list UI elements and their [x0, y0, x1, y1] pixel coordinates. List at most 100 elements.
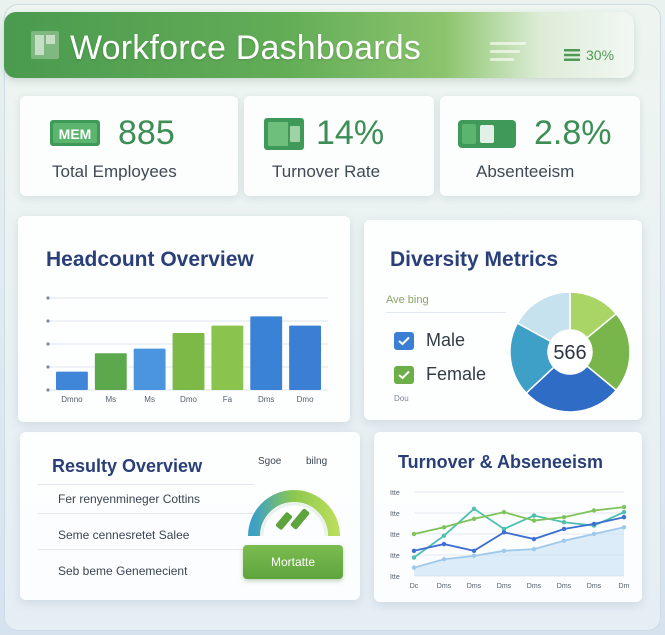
x-tick-label: Dmno [61, 395, 83, 404]
data-point [561, 526, 567, 532]
header-badge-value: 30% [586, 47, 615, 63]
turnover-card: Turnover & Abseneeism Itte Itte Itte Itte It… [374, 432, 642, 602]
x-tick-label: Dms [557, 583, 572, 590]
x-tick-label: Dms [258, 395, 274, 404]
data-point [501, 530, 507, 535]
y-tick-label: Itte [390, 553, 400, 560]
list-item[interactable]: Fer renyenmineger Cottins [38, 484, 254, 514]
legend-item-female[interactable]: Female [394, 364, 486, 385]
mem-card-icon: MEM [50, 120, 100, 146]
kpi-card-total-employees[interactable]: MEM 885 Total Employees [20, 96, 238, 196]
wallet-icon [458, 120, 516, 148]
data-point [471, 516, 477, 522]
list-item-label: Seme cennesretet Salee [58, 527, 190, 542]
data-point [561, 515, 567, 520]
y-tick-dot [46, 365, 50, 369]
data-point [531, 518, 537, 523]
kpi-value: 885 [118, 114, 175, 152]
data-point [501, 548, 507, 553]
card-title: Resulty Overview [52, 456, 203, 476]
bar [133, 348, 166, 390]
x-tick-label: Dmo [180, 395, 197, 404]
diversity-donut-chart: 566 [509, 291, 631, 413]
data-point [591, 508, 597, 513]
x-tick-label: Dm [619, 583, 630, 590]
x-tick-label: Dc [410, 583, 419, 590]
x-tick-label: Dms [497, 583, 512, 590]
x-tick-label: Dmo [297, 395, 314, 404]
list-item-label: Fer renyenmineger Cottins [58, 492, 201, 506]
menu-lines-icon[interactable] [490, 40, 526, 62]
kpi-label: Absenteeism [476, 162, 575, 181]
column-header: Sgoe [258, 456, 282, 467]
document-icon [264, 118, 304, 150]
checkbox-icon[interactable] [394, 365, 414, 384]
data-point [621, 509, 627, 515]
series-line [413, 526, 625, 569]
bar [172, 332, 205, 390]
y-tick-label: Itte [390, 532, 400, 539]
x-tick-label: Dms [587, 583, 602, 590]
data-point [501, 526, 507, 532]
y-tick-label: Itte [390, 574, 400, 581]
data-point [411, 565, 417, 570]
data-point [591, 521, 597, 527]
series-line [413, 506, 625, 535]
legend-label: Female [426, 364, 487, 384]
data-point [561, 520, 567, 525]
kpi-card-absenteeism[interactable]: 2.8% Absenteeism [440, 96, 640, 196]
app-title: Workforce Dashboards [70, 29, 422, 67]
donut-hole [548, 330, 592, 374]
bar [250, 316, 283, 390]
donut-center-label: 566 [553, 342, 586, 364]
bar [289, 325, 322, 390]
diversity-footer: Dou [394, 394, 409, 403]
card-title: Headcount Overview [46, 248, 254, 271]
y-tick-label: Itte [390, 511, 400, 518]
list-item[interactable]: Seme cennesretet Salee [38, 520, 254, 550]
bar [211, 325, 244, 390]
data-point [621, 525, 627, 530]
kpi-value: 14% [316, 114, 385, 152]
column-header: bilng [306, 456, 328, 467]
diversity-subtitle: Ave bing [386, 294, 506, 313]
header-bar: Workforce Dashboards 30% [4, 12, 634, 78]
y-tick-dot [46, 296, 50, 300]
data-point [531, 536, 537, 542]
x-tick-label: Dms [467, 583, 482, 590]
legend-item-male[interactable]: Male [394, 330, 465, 351]
x-tick-label: Ms [105, 395, 116, 404]
x-tick-label: Ms [144, 395, 155, 404]
bar [56, 371, 88, 390]
data-point [411, 531, 417, 537]
list-item-label: Seb beme Genemecient [58, 564, 188, 578]
headcount-card: Headcount Overview Dmno Ms Ms Dmo Fa Dms Dmo [18, 216, 350, 422]
checkbox-icon[interactable] [394, 331, 414, 350]
x-tick-label: Fa [223, 395, 233, 404]
data-point [621, 515, 627, 520]
data-point [411, 555, 417, 560]
data-point [471, 548, 477, 553]
bar [94, 353, 127, 390]
data-point [411, 548, 417, 553]
diversity-card: Diversity Metrics Ave bing Male Female D… [364, 220, 642, 420]
card-title: Diversity Metrics [390, 248, 559, 271]
kpi-card-turnover-rate[interactable]: 14% Turnover Rate [244, 96, 434, 196]
series-line [413, 516, 625, 552]
legend-label: Male [426, 330, 466, 350]
app-logo-icon [31, 31, 59, 59]
data-point [441, 557, 447, 562]
x-tick-label: Dms [527, 583, 542, 590]
data-point [561, 538, 567, 543]
list-item[interactable]: Seb beme Genemecient [38, 556, 254, 586]
y-tick-dot [46, 388, 50, 392]
kpi-value: 2.8% [534, 114, 612, 152]
data-point [441, 541, 447, 547]
gauge-action-button[interactable]: Mortatte [243, 545, 343, 579]
turnover-line-chart: Itte Itte Itte Itte Itte Dc Dms Dms Dms Dms Dms Dms… [390, 490, 630, 590]
header-badge[interactable]: 30% [558, 45, 620, 65]
data-point [531, 513, 537, 518]
data-point [501, 509, 507, 515]
data-point [471, 506, 477, 511]
gauge-icon [248, 490, 340, 537]
